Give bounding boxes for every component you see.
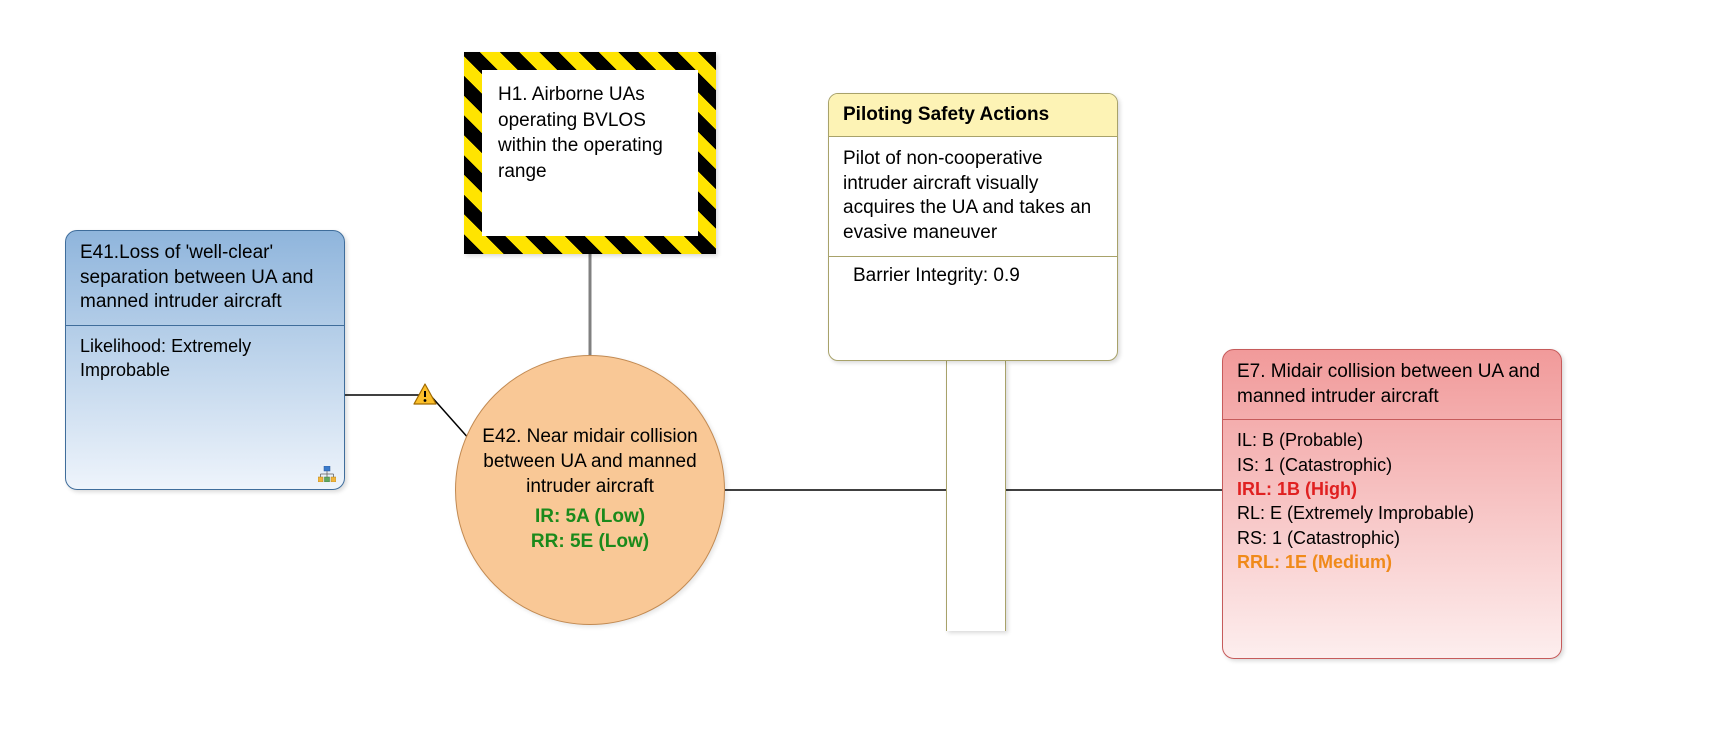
e42-title: E42. Near midair collision between UA an… (456, 425, 724, 499)
e7-rl: RL: E (Extremely Improbable) (1237, 501, 1547, 525)
e7-irl: IRL: 1B (High) (1237, 477, 1547, 501)
e7-title: E7. Midair collision between UA and mann… (1223, 350, 1561, 419)
e7-rrl: RRL: 1E (Medium) (1237, 550, 1547, 574)
node-e7: E7. Midair collision between UA and mann… (1222, 349, 1562, 659)
node-e42-event: E42. Near midair collision between UA an… (455, 355, 725, 625)
e7-il: IL: B (Probable) (1237, 428, 1547, 452)
barrier-integrity: Barrier Integrity: 0.9 (829, 257, 1117, 295)
e41-title: E41.Loss of 'well-clear' separation betw… (66, 231, 344, 325)
e41-likelihood: Likelihood: Extremely Improbable (66, 325, 344, 391)
node-e41: E41.Loss of 'well-clear' separation betw… (65, 230, 345, 490)
e7-rs: RS: 1 (Catastrophic) (1237, 526, 1547, 550)
node-h1-hazard: H1. Airborne UAs operating BVLOS within … (464, 52, 716, 254)
barrier-piloting-safety: Piloting Safety Actions Pilot of non-coo… (828, 93, 1118, 361)
h1-text: H1. Airborne UAs operating BVLOS within … (482, 70, 698, 197)
e42-rr: RR: 5E (Low) (531, 530, 649, 555)
barrier-body: Pilot of non-cooperative intruder aircra… (829, 137, 1117, 257)
warning-icon (413, 383, 437, 405)
hierarchy-icon (318, 466, 336, 482)
barrier-header: Piloting Safety Actions (829, 94, 1117, 137)
e42-ir: IR: 5A (Low) (535, 505, 645, 530)
barrier-stem (946, 361, 1006, 631)
e7-is: IS: 1 (Catastrophic) (1237, 453, 1547, 477)
e7-metrics: IL: B (Probable) IS: 1 (Catastrophic) IR… (1223, 419, 1561, 582)
